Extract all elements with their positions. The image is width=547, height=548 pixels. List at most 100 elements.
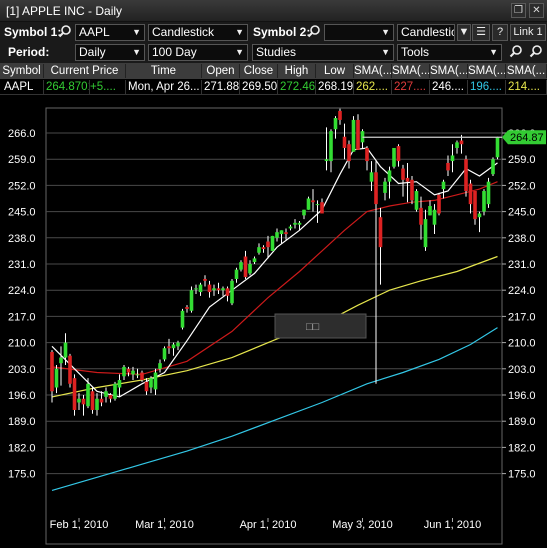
quote-header-sma2[interactable]: SMA(... <box>392 64 430 78</box>
help-button[interactable]: ? <box>492 24 508 41</box>
quote-header-sma4[interactable]: SMA(... <box>468 64 506 78</box>
quote-sma5: 214.... <box>508 80 547 94</box>
candle-up <box>117 380 122 388</box>
candle-up <box>194 288 198 290</box>
price-tick-label-right: 238.0 <box>508 233 536 245</box>
candle-up <box>414 191 419 210</box>
zoom-in-icon[interactable] <box>507 44 524 61</box>
quote-header-open[interactable]: Open <box>202 64 240 78</box>
candle-up <box>248 264 252 274</box>
candle-up <box>171 344 176 349</box>
candle-up <box>54 368 59 388</box>
candle-up <box>482 191 486 212</box>
quote-change: +5.... <box>90 80 126 94</box>
candle-up <box>230 280 234 304</box>
price-tick-label-right: 182.0 <box>508 442 536 454</box>
studies-select[interactable]: Studies ▼ <box>252 44 394 61</box>
candles <box>50 108 500 416</box>
price-tick-label-left: 266.0 <box>8 128 36 140</box>
price-tick-label-right: 245.0 <box>508 207 536 219</box>
candle-down <box>185 307 189 309</box>
candle-up <box>198 284 203 293</box>
sma-white-line <box>51 147 498 398</box>
chevron-down-icon: ▼ <box>235 27 244 37</box>
chevron-down-icon: ▼ <box>381 27 390 37</box>
period-select[interactable]: Daily ▼ <box>75 44 145 61</box>
quote-header-low[interactable]: Low <box>316 64 354 78</box>
sma-cyan-line <box>51 327 498 491</box>
quote-header-high[interactable]: High <box>278 64 316 78</box>
candle-down <box>284 232 288 235</box>
period-toolbar: Period: Daily ▼ 100 Day ▼ Studies ▼ Tool… <box>0 42 547 63</box>
price-tick-label-right: 196.0 <box>508 390 536 402</box>
symbol1-input[interactable]: AAPL ▼ <box>75 24 145 41</box>
close-icon[interactable]: ✕ <box>529 3 544 18</box>
price-tick-label-left: 203.0 <box>8 364 36 376</box>
symbol2-input[interactable]: ▼ <box>324 24 394 41</box>
symbol2-search-icon[interactable] <box>305 24 322 41</box>
tools-select[interactable]: Tools ▼ <box>397 44 502 61</box>
quote-header-sma5[interactable]: SMA(... <box>506 64 547 78</box>
quote-current-price: 264.8701 <box>46 80 90 94</box>
candle-down <box>396 146 401 162</box>
quote-sma1: 262.... <box>356 80 392 94</box>
chart-style2-dropdown-icon[interactable]: ▼ <box>457 24 471 41</box>
link-button[interactable]: Link 1 <box>510 24 546 41</box>
candle-down <box>410 179 414 201</box>
candle-down <box>311 200 315 203</box>
quote-header-current-price[interactable]: Current Price <box>44 64 126 78</box>
candle-down <box>459 140 464 145</box>
quote-high: 272.46 <box>280 80 316 94</box>
quote-header-close[interactable]: Close <box>240 64 278 78</box>
quote-header-sma1[interactable]: SMA(... <box>354 64 392 78</box>
quote-header-time[interactable]: Time <box>126 64 202 78</box>
restore-icon[interactable]: ❐ <box>511 3 526 18</box>
date-tick-label: May 3, 2010 <box>332 519 393 531</box>
candle-up <box>293 222 297 225</box>
studies-value: Studies <box>256 45 297 59</box>
tooltip-text: □□ <box>306 321 320 333</box>
price-chart[interactable]: 266.0266.0259.0259.0252.0252.0245.0245.0… <box>0 98 547 548</box>
candle-up <box>221 288 225 291</box>
quote-header-sma3[interactable]: SMA(... <box>430 64 468 78</box>
candle-up <box>315 204 320 206</box>
chart-style-select[interactable]: Candlestick ▼ <box>148 24 248 41</box>
candle-up <box>275 232 279 238</box>
price-tick-label-right: 259.0 <box>508 154 536 166</box>
price-tick-label-left: 189.0 <box>8 416 36 428</box>
price-tick-label-right: 210.0 <box>508 338 536 350</box>
chart-area[interactable]: 266.0266.0259.0259.0252.0252.0245.0245.0… <box>0 98 547 548</box>
plot-frame <box>45 107 503 545</box>
chevron-down-icon: ▼ <box>235 47 244 57</box>
candle-down <box>216 288 221 291</box>
quote-header-symbol[interactable]: Symbol <box>0 64 44 78</box>
chevron-down-icon: ▼ <box>132 27 141 37</box>
quote-row[interactable]: AAPL 264.8701 +5.... Mon, Apr 26... 271.… <box>0 79 547 95</box>
quote-close: 269.50 <box>242 80 278 94</box>
grid-lines <box>46 132 502 475</box>
last-price-text: 264.87 <box>510 132 544 144</box>
candle-up <box>455 142 459 148</box>
candle-up <box>63 342 68 358</box>
candle-down <box>464 159 468 192</box>
candle-down <box>347 144 351 162</box>
candle-down <box>261 247 266 250</box>
candle-up <box>59 357 63 364</box>
candle-down <box>99 398 104 403</box>
zoom-out-icon[interactable] <box>527 44 544 61</box>
candle-up <box>86 383 90 407</box>
candle-down <box>90 391 95 410</box>
range-select[interactable]: 100 Day ▼ <box>148 44 248 61</box>
symbol1-label: Symbol 1: <box>4 25 62 39</box>
candle-up <box>162 348 167 360</box>
candle-down <box>68 355 72 384</box>
menu-icon[interactable]: ☰ <box>472 24 490 41</box>
price-tick-label-left: 245.0 <box>8 207 36 219</box>
price-tick-label-left: 231.0 <box>8 259 36 271</box>
candle-down <box>50 351 54 392</box>
chart-style2-select[interactable]: Candlestick <box>397 24 455 41</box>
price-tick-label-left: 196.0 <box>8 390 36 402</box>
symbol1-search-icon[interactable] <box>56 24 73 41</box>
candle-down <box>446 162 450 171</box>
candle-up <box>189 290 194 311</box>
